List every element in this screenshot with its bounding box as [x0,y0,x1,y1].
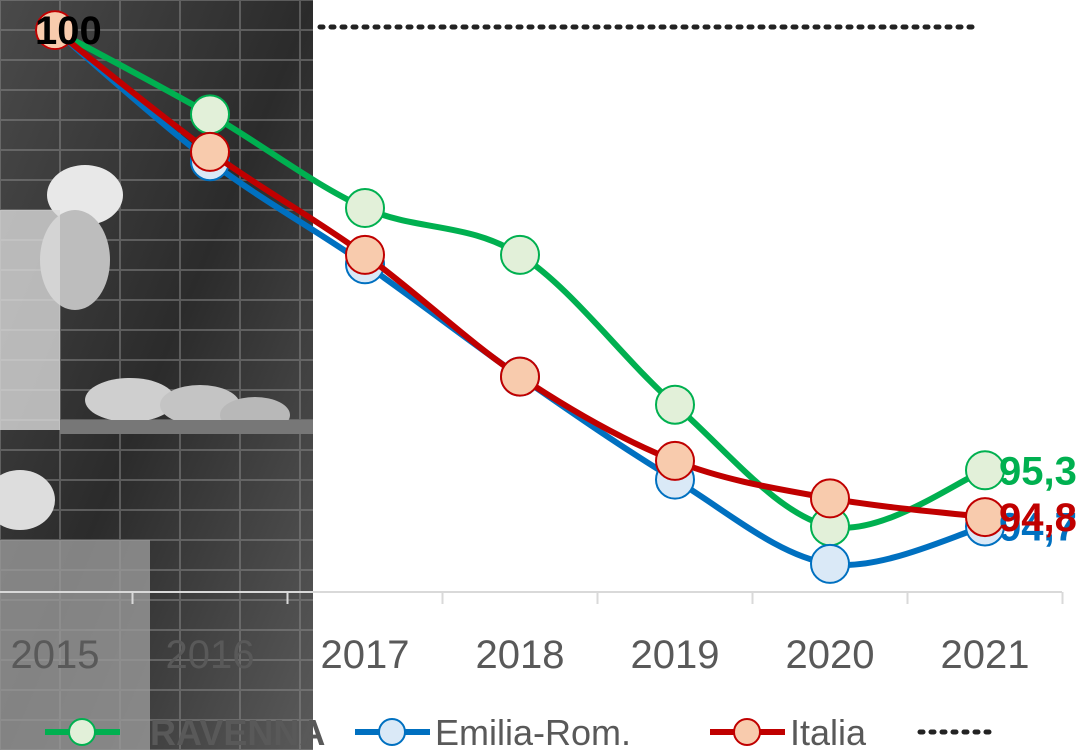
data-point [655,384,695,425]
x-tick-label: 2016 [166,633,255,677]
legend-label: Emilia-Rom. [435,712,631,750]
data-point [190,94,230,135]
legend-marker [68,718,96,746]
legend-marker [378,718,406,746]
data-point [500,356,540,397]
data-point [810,478,850,519]
data-point [965,450,1005,491]
data-label: 95,3 [999,449,1077,493]
x-tick-label: 2018 [476,633,565,677]
data-label: 94,8 [999,496,1077,540]
legend-label: RAVENNA [150,712,325,750]
legend-label: Italia [790,712,867,750]
data-point [500,234,540,275]
x-tick-label: 2019 [631,633,720,677]
data-point [190,131,230,172]
data-point [345,234,385,275]
background-photo [0,0,313,750]
data-label: 100 [35,9,102,53]
data-label: 94,7 [999,505,1077,549]
x-tick-label: 2020 [786,633,875,677]
data-point [655,440,695,481]
legend-marker [733,718,761,746]
data-point [345,188,385,229]
x-tick-label: 2015 [11,633,100,677]
x-tick-label: 2017 [321,633,410,677]
data-point [35,10,75,51]
x-tick-label: 2021 [941,633,1030,677]
data-point [965,497,1005,538]
data-point [810,543,850,584]
